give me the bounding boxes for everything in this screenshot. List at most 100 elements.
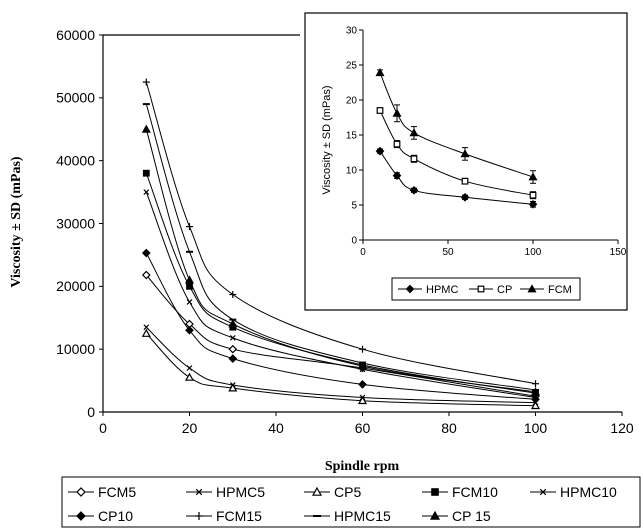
data-point-cp — [461, 177, 469, 185]
data-point-fcm — [375, 67, 385, 77]
data-point-hpmc — [375, 146, 385, 156]
data-point-hpmc5 — [143, 324, 150, 331]
x-tick-label: 40 — [268, 420, 284, 436]
x-tick-label: 0 — [360, 247, 366, 258]
legend-item-fcm10: FCM10 — [422, 484, 498, 500]
data-point-fcm15 — [142, 78, 150, 86]
data-point-fcm15 — [186, 223, 193, 231]
series-line-hpmc10 — [145, 191, 536, 398]
data-point-fcm — [409, 128, 419, 137]
legend-item-cp-15: CP 15 — [422, 508, 491, 524]
data-point-cp5 — [357, 395, 368, 405]
data-point-fcm15 — [359, 345, 366, 353]
legend-item-hpmc5: HPMC5 — [186, 484, 265, 500]
y-tick-label: 20 — [346, 96, 358, 107]
data-point-hpmc — [409, 185, 419, 195]
data-point-cp — [376, 107, 384, 114]
main-legend: FCM5 HPMC5 CP5 FCM10 HPMC10 CP10 FCM15 HPMC15 CP… — [61, 476, 641, 528]
data-point-fcm5 — [141, 270, 151, 280]
data-point-cp5 — [184, 372, 195, 381]
series-line-cp-15 — [145, 129, 536, 393]
data-point-cp — [393, 140, 401, 148]
inset-viscosity-chart: 0 50 100 150 0 5 10 15 20 25 30 Viscosity ± SD (mP… — [304, 12, 628, 311]
inset-y-axis-label: Viscosity ± SD (mPas) — [321, 85, 333, 194]
data-point-cp — [529, 191, 537, 199]
y-tick-label: 15 — [346, 131, 358, 142]
inset-legend-label: HPMC — [426, 284, 458, 296]
data-point-cp-15 — [184, 275, 195, 284]
data-point-cp5 — [228, 383, 238, 392]
legend-label: HPMC15 — [334, 508, 391, 524]
data-point-fcm15 — [229, 291, 237, 298]
data-point-hpmc10 — [143, 189, 150, 195]
legend-item-cp5: CP5 — [304, 484, 361, 500]
x-tick-label: 0 — [99, 420, 107, 436]
main-y-axis-label: Viscosity ± SD (mPas) — [9, 156, 24, 288]
data-point-fcm — [528, 172, 538, 181]
data-point-cp — [410, 155, 418, 163]
inset-legend-item-cp: CP — [469, 284, 512, 296]
data-point-hpmc10 — [229, 335, 236, 341]
legend-label: CP10 — [98, 508, 133, 524]
inset-legend-marker-cp — [477, 285, 485, 293]
y-tick-label: 30 — [346, 26, 358, 37]
data-point-cp-15 — [141, 124, 151, 133]
inset-legend-item-fcm: FCM — [520, 284, 572, 296]
y-tick-label: 5 — [351, 201, 357, 212]
series-line-hpmc5 — [145, 326, 536, 404]
series-line-cp5 — [145, 333, 536, 407]
data-point-fcm15 — [532, 380, 539, 388]
data-point-cp-15 — [357, 361, 368, 370]
series-line-fcm5 — [145, 274, 536, 397]
series-line-cp10 — [145, 252, 536, 400]
legend-item-hpmc15: HPMC15 — [304, 508, 391, 524]
main-legend-frame — [61, 476, 641, 528]
legend-item-fcm5: FCM5 — [68, 484, 136, 500]
x-tick-label: 60 — [355, 420, 371, 436]
data-point-cp5 — [141, 328, 151, 337]
series-line-hpmc15 — [145, 103, 536, 391]
x-tick-label: 80 — [441, 420, 457, 436]
series-line-fcm15 — [145, 81, 536, 385]
inset-legend-label: CP — [497, 284, 512, 296]
legend-label: CP 15 — [452, 508, 491, 524]
data-point-cp10 — [228, 354, 238, 363]
inset-legend-label: FCM — [548, 284, 572, 296]
data-point-hpmc10 — [186, 299, 193, 305]
legend-marker-cp10 — [76, 511, 86, 521]
data-point-fcm10 — [142, 169, 150, 177]
legend-marker-hpmc5 — [195, 488, 203, 496]
legend-label: HPMC10 — [560, 484, 617, 500]
data-point-fcm — [392, 108, 402, 117]
y-tick-label: 0 — [87, 404, 95, 420]
data-point-hpmc — [392, 171, 402, 180]
y-tick-label: 60000 — [56, 27, 95, 43]
x-tick-label: 100 — [525, 247, 542, 258]
legend-label: HPMC5 — [216, 484, 265, 500]
data-point-cp10 — [141, 248, 151, 258]
legend-label: FCM15 — [216, 508, 262, 524]
x-tick-label: 120 — [610, 420, 634, 436]
y-tick-label: 25 — [346, 61, 358, 72]
legend-marker-fcm15 — [195, 512, 203, 520]
legend-marker-cp-15 — [429, 510, 441, 520]
x-tick-label: 150 — [610, 247, 627, 258]
inset-legend-marker-fcm — [527, 284, 537, 293]
data-point-hpmc5 — [186, 365, 193, 371]
y-tick-label: 30000 — [56, 215, 95, 231]
data-point-cp10 — [358, 380, 367, 389]
legend-marker-hpmc10 — [539, 488, 547, 496]
y-tick-label: 10 — [346, 166, 358, 177]
data-point-cp5 — [530, 400, 541, 410]
y-tick-label: 40000 — [56, 153, 95, 169]
data-point-cp10 — [531, 395, 540, 404]
data-point-cp-15 — [228, 319, 238, 328]
legend-item-fcm15: FCM15 — [186, 508, 262, 524]
y-tick-label: 50000 — [56, 90, 95, 106]
main-x-axis-label: Spindle rpm — [325, 459, 400, 474]
data-point-hpmc — [460, 192, 470, 202]
data-point-cp-15 — [530, 387, 541, 396]
legend-item-cp10: CP10 — [68, 508, 133, 524]
legend-label: CP5 — [334, 484, 361, 500]
